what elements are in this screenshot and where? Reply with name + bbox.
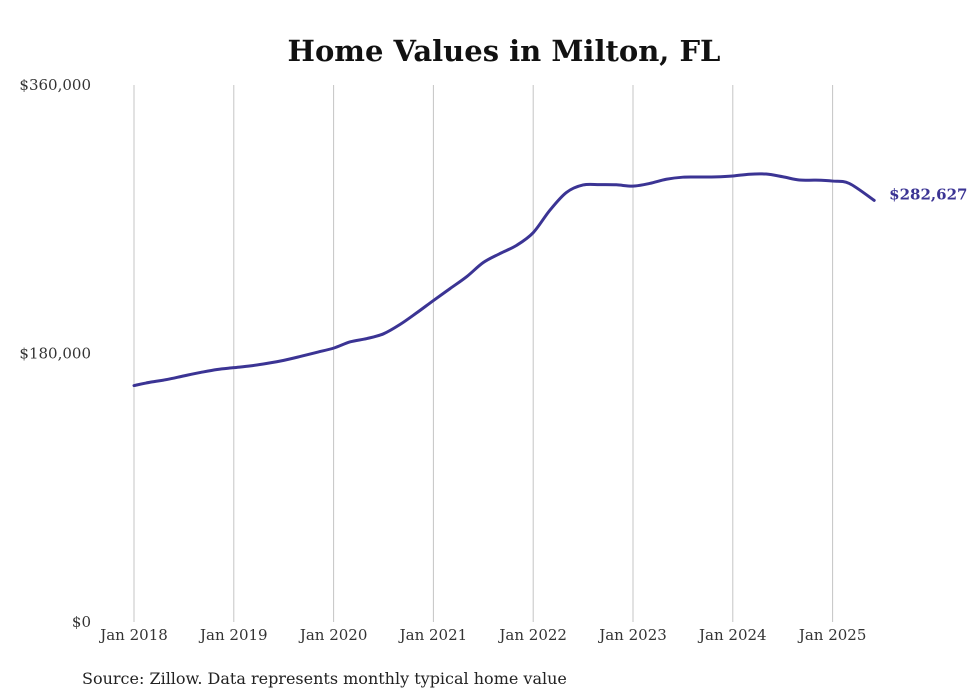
y-tick-label: $180,000 bbox=[19, 345, 91, 363]
x-tick-label: Jan 2020 bbox=[298, 626, 368, 644]
y-tick-label: $360,000 bbox=[19, 76, 91, 94]
vertical-gridlines bbox=[133, 85, 834, 622]
x-tick-label: Jan 2019 bbox=[198, 626, 268, 644]
last-value-label: $282,627 bbox=[889, 185, 967, 203]
source-note: Source: Zillow. Data represents monthly … bbox=[82, 669, 567, 688]
y-tick-label: $0 bbox=[72, 613, 91, 631]
x-tick-label: Jan 2025 bbox=[797, 626, 867, 644]
x-tick-label: Jan 2022 bbox=[497, 626, 567, 644]
series-layer bbox=[132, 172, 876, 388]
x-tick-label: Jan 2018 bbox=[98, 626, 168, 644]
x-axis-tick-labels: Jan 2018 Jan 2019 Jan 2020 Jan 2021 Jan 2022… bbox=[98, 626, 866, 644]
chart-title: Home Values in Milton, FL bbox=[288, 34, 721, 68]
x-tick-label: Jan 2024 bbox=[697, 626, 767, 644]
y-axis-tick-labels: $0 $180,000 $360,000 bbox=[19, 76, 91, 631]
home-value-line bbox=[132, 172, 876, 388]
x-tick-label: Jan 2023 bbox=[597, 626, 667, 644]
x-tick-label: Jan 2021 bbox=[398, 626, 468, 644]
